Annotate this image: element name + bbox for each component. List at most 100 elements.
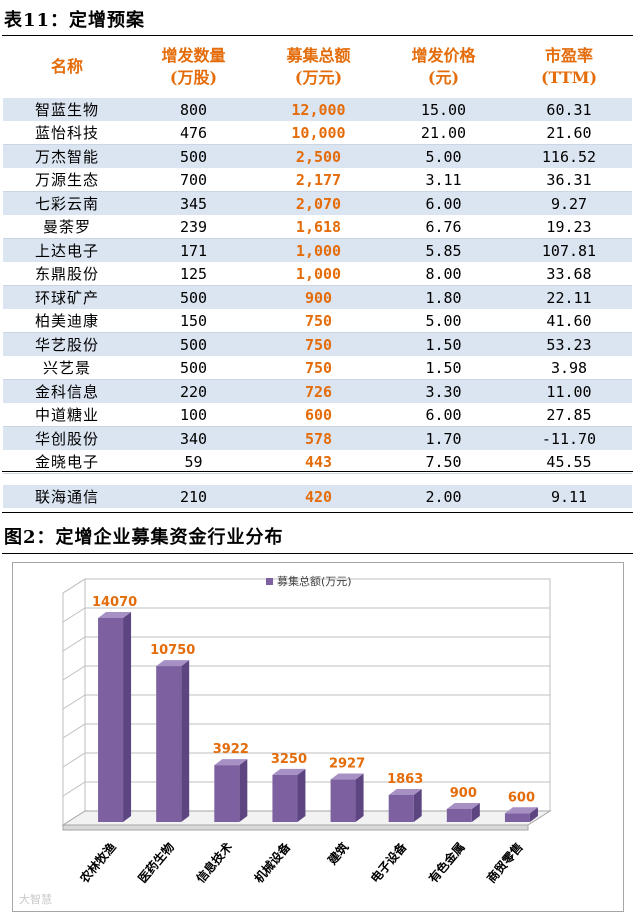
table-row: 上达电子 171 1,000 5.85 107.81 — [3, 238, 632, 262]
cell-price: 6.76 — [381, 215, 506, 239]
data-label: 2927 — [329, 757, 365, 772]
cell-price: 5.00 — [381, 144, 506, 168]
bar — [504, 813, 530, 822]
data-label: 3922 — [213, 742, 249, 757]
table-bottom-rule — [2, 512, 633, 513]
figure-caption: 图2：定增企业募集资金行业分布 — [4, 527, 284, 548]
cell-shares: 150 — [131, 309, 256, 333]
x-tick-label: 有色金属 — [425, 839, 467, 885]
chart-gridline — [62, 665, 550, 681]
cell-shares: 500 — [131, 285, 256, 309]
bar-side — [181, 660, 190, 822]
bar-top — [330, 773, 364, 780]
cell-pe: 33.68 — [506, 262, 632, 286]
table-row: 东鼎股份 125 1,000 8.00 33.68 — [3, 262, 632, 286]
cell-pe: 41.60 — [506, 309, 632, 333]
cell-shares: 345 — [131, 191, 256, 215]
cell-name: 东鼎股份 — [3, 262, 131, 286]
cell-shares: 700 — [131, 168, 256, 192]
cell-amount: 1,618 — [256, 215, 381, 239]
cell-pe: 3.98 — [506, 356, 632, 380]
cell-pe: 22.11 — [506, 285, 632, 309]
cell-shares: 340 — [131, 426, 256, 450]
bar-top — [388, 788, 422, 795]
cell-price: 21.00 — [381, 121, 506, 145]
cell-price: 6.00 — [381, 191, 506, 215]
table-header: 名称 增发数量 (万股) 募集总额 (万元) 增发价格 (元) 市盈率 (TTM… — [3, 38, 632, 96]
bar-top — [156, 660, 190, 667]
header-name-line1: 名称 — [50, 57, 83, 76]
x-tick-label: 农林牧渔 — [76, 839, 119, 886]
table-separator-rule — [2, 471, 633, 472]
cell-pe: 9.11 — [506, 485, 632, 508]
placement-table-last: 联海通信 210 420 2.00 9.11 — [3, 485, 632, 508]
cell-name: 华艺股份 — [3, 332, 131, 356]
bar-side — [529, 807, 538, 822]
cell-price: 3.11 — [381, 168, 506, 192]
x-tick-label: 信息技术 — [193, 839, 235, 885]
cell-amount: 600 — [256, 403, 381, 427]
cell-name: 万杰智能 — [3, 144, 131, 168]
chart-gridline — [62, 607, 550, 623]
cell-pe: 21.60 — [506, 121, 632, 145]
chart-gridline — [62, 723, 550, 739]
cell-name: 智蓝生物 — [3, 98, 131, 121]
table-top-rule — [2, 35, 633, 36]
figure-rule — [2, 553, 633, 554]
table-row: 环球矿产 500 900 1.80 22.11 — [3, 285, 632, 309]
cell-price: 2.00 — [381, 485, 506, 508]
table-row: 柏美迪康 150 750 5.00 41.60 — [3, 309, 632, 333]
x-tick-label: 建筑 — [324, 839, 352, 868]
cell-shares: 100 — [131, 403, 256, 427]
cell-name: 金晓电子 — [3, 450, 131, 474]
cell-name: 环球矿产 — [3, 285, 131, 309]
x-tick-label: 机械设备 — [251, 839, 294, 886]
table-row: 七彩云南 345 2,070 6.00 9.27 — [3, 191, 632, 215]
cell-name: 上达电子 — [3, 238, 131, 262]
cell-pe: 36.31 — [506, 168, 632, 192]
header-price-line2: (元) — [427, 68, 460, 87]
table-row: 蓝怡科技 476 10,000 21.00 21.60 — [3, 121, 632, 145]
cell-amount: 900 — [256, 285, 381, 309]
legend-label: 募集总额(万元) — [277, 574, 352, 588]
cell-price: 1.50 — [381, 332, 506, 356]
cell-amount: 726 — [256, 379, 381, 403]
bar — [388, 794, 414, 822]
bar — [98, 617, 124, 822]
data-label: 1863 — [387, 772, 423, 787]
cell-price: 15.00 — [381, 98, 506, 121]
x-tick-label: 医药生物 — [135, 839, 177, 885]
cell-pe: 53.23 — [506, 332, 632, 356]
header-amount: 募集总额 (万元) — [256, 38, 381, 96]
cell-pe: 27.85 — [506, 403, 632, 427]
x-tick-label: 商贸零售 — [483, 839, 525, 885]
data-label: 3250 — [271, 752, 307, 767]
cell-shares: 171 — [131, 238, 256, 262]
bar-top — [446, 802, 480, 809]
chart-floor-edge — [62, 824, 529, 831]
bar-top — [272, 768, 306, 775]
header-name: 名称 — [3, 38, 131, 96]
table-row: 万源生态 700 2,177 3.11 36.31 — [3, 168, 632, 192]
bar — [272, 774, 298, 822]
bar-side — [123, 611, 132, 822]
chart-frame: 募集总额(万元) 14070 农林牧渔 10750 医药生物 3922 信息技术 3250 机械… — [12, 562, 624, 912]
cell-name: 柏美迪康 — [3, 309, 131, 333]
cell-price: 1.50 — [381, 356, 506, 380]
header-amount-line2: (万元) — [294, 68, 343, 87]
table-row: 中道糖业 100 600 6.00 27.85 — [3, 403, 632, 427]
header-shares: 增发数量 (万股) — [131, 38, 256, 96]
cell-amount: 1,000 — [256, 262, 381, 286]
cell-price: 1.70 — [381, 426, 506, 450]
chart-gridline — [62, 578, 550, 594]
legend-swatch — [266, 578, 273, 585]
cell-amount: 2,070 — [256, 191, 381, 215]
cell-amount: 2,500 — [256, 144, 381, 168]
header-pe: 市盈率 (TTM) — [506, 38, 632, 96]
cell-amount: 1,000 — [256, 238, 381, 262]
data-label: 14070 — [92, 595, 137, 610]
x-tick-label: 电子设备 — [367, 839, 410, 886]
table-row: 金晓电子 59 443 7.50 45.55 — [3, 450, 632, 474]
cell-shares: 125 — [131, 262, 256, 286]
table-row: 曼荼罗 239 1,618 6.76 19.23 — [3, 215, 632, 239]
